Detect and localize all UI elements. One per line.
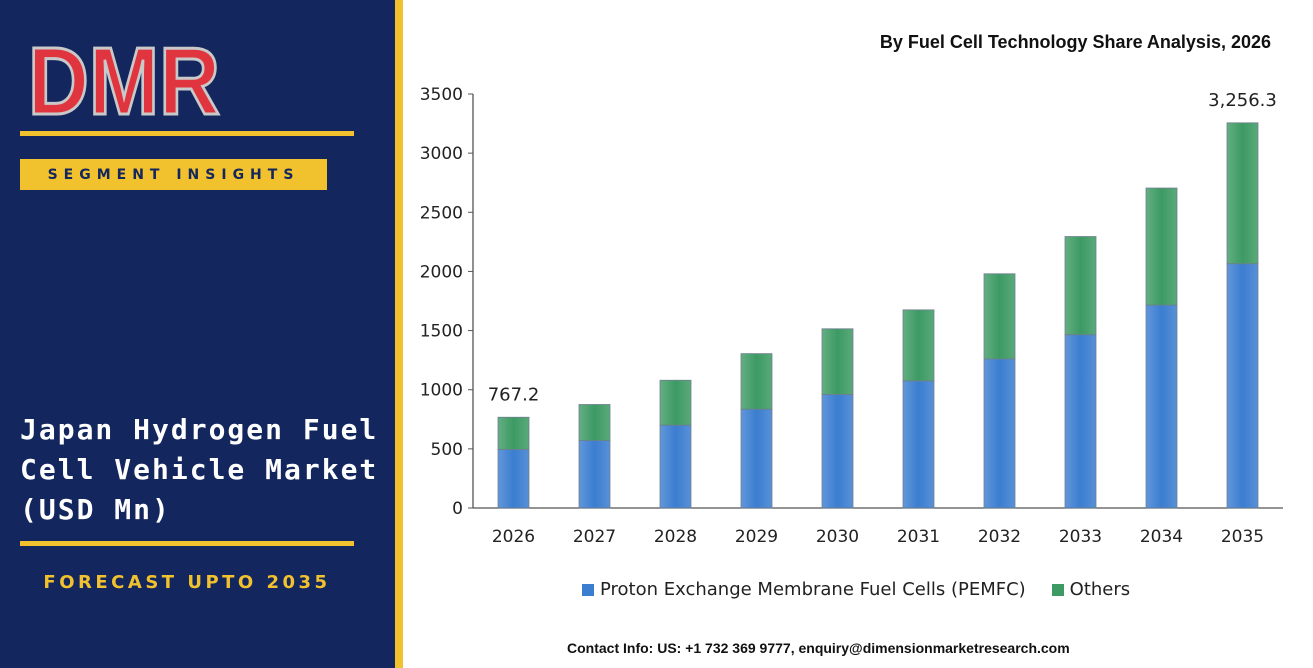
- chart-title: By Fuel Cell Technology Share Analysis, …: [879, 32, 1271, 52]
- data-label-2026: 767.2: [488, 384, 540, 405]
- chart-legend: Proton Exchange Membrane Fuel Cells (PEM…: [582, 579, 1156, 600]
- contact-info: Contact Info: US: +1 732 369 9777, enqui…: [567, 640, 1070, 656]
- y-tick-label: 2500: [420, 203, 463, 223]
- legend-swatch-pemfc: [582, 583, 594, 596]
- bar-pemfc-2029: [740, 408, 773, 509]
- x-tick-label: 2030: [816, 527, 859, 547]
- x-tick-label: 2031: [897, 527, 940, 547]
- y-tick-label: 500: [431, 440, 463, 460]
- bar-pemfc-2027: [578, 440, 611, 509]
- gold-divider: [395, 0, 403, 668]
- bar-pemfc-2034: [1145, 304, 1178, 509]
- x-tick-label: 2027: [573, 527, 616, 547]
- x-tick-label: 2028: [654, 527, 697, 547]
- segment-insights-badge: SEGMENT INSIGHTS: [20, 159, 327, 190]
- sidebar-panel: [0, 0, 395, 668]
- bar-others-2031: [902, 309, 935, 382]
- dmr-logo: DMR: [28, 38, 222, 120]
- bar-others-2035: [1226, 122, 1259, 265]
- legend-item-others: Others: [1051, 579, 1131, 600]
- segment-insights-label: SEGMENT INSIGHTS: [47, 166, 300, 183]
- bar-others-2033: [1064, 236, 1097, 336]
- y-tick-label: 2000: [420, 262, 463, 282]
- x-tick-label: 2026: [492, 527, 535, 547]
- bar-pemfc-2028: [659, 424, 692, 509]
- bar-pemfc-2035: [1226, 263, 1259, 509]
- bar-pemfc-2030: [821, 394, 854, 509]
- legend-label-others: Others: [1069, 579, 1131, 600]
- bar-others-2032: [983, 273, 1016, 360]
- data-label-2035: 3,256.3: [1208, 90, 1277, 111]
- bar-others-2027: [578, 404, 611, 441]
- stacked-bar-chart: 0 500 1000 1500 2000 2500 3000 3500 2026 2027 2028…: [420, 85, 1283, 547]
- bar-others-2029: [740, 353, 773, 410]
- legend-swatch-others: [1051, 583, 1064, 596]
- y-tick-label: 3500: [420, 85, 463, 105]
- market-title: Japan Hydrogen Fuel Cell Vehicle Market …: [20, 413, 379, 526]
- x-tick-label: 2033: [1059, 527, 1102, 547]
- bar-others-2030: [821, 328, 854, 395]
- logo-underline: [20, 131, 354, 136]
- logo-text: DMR: [28, 38, 220, 120]
- bar-others-2034: [1145, 187, 1178, 306]
- y-tick-label: 0: [452, 499, 463, 519]
- bar-pemfc-2032: [983, 358, 1016, 509]
- x-tick-label: 2032: [978, 527, 1021, 547]
- bar-pemfc-2031: [902, 380, 935, 509]
- legend-item-pemfc: Proton Exchange Membrane Fuel Cells (PEM…: [582, 579, 1026, 600]
- y-tick-label: 3000: [420, 144, 463, 164]
- bar-pemfc-2026: [497, 449, 530, 509]
- forecast-label: FORECAST UPTO 2035: [43, 572, 331, 593]
- y-tick-label: 1500: [420, 322, 463, 342]
- bar-others-2026: [497, 416, 530, 450]
- bar-pemfc-2033: [1064, 334, 1097, 509]
- legend-label-pemfc: Proton Exchange Membrane Fuel Cells (PEM…: [600, 579, 1026, 600]
- x-tick-label: 2035: [1221, 527, 1264, 547]
- x-tick-label: 2034: [1140, 527, 1183, 547]
- y-tick-label: 1000: [420, 381, 463, 401]
- title-underline: [20, 541, 354, 546]
- x-tick-label: 2029: [735, 527, 778, 547]
- bar-others-2028: [659, 379, 692, 426]
